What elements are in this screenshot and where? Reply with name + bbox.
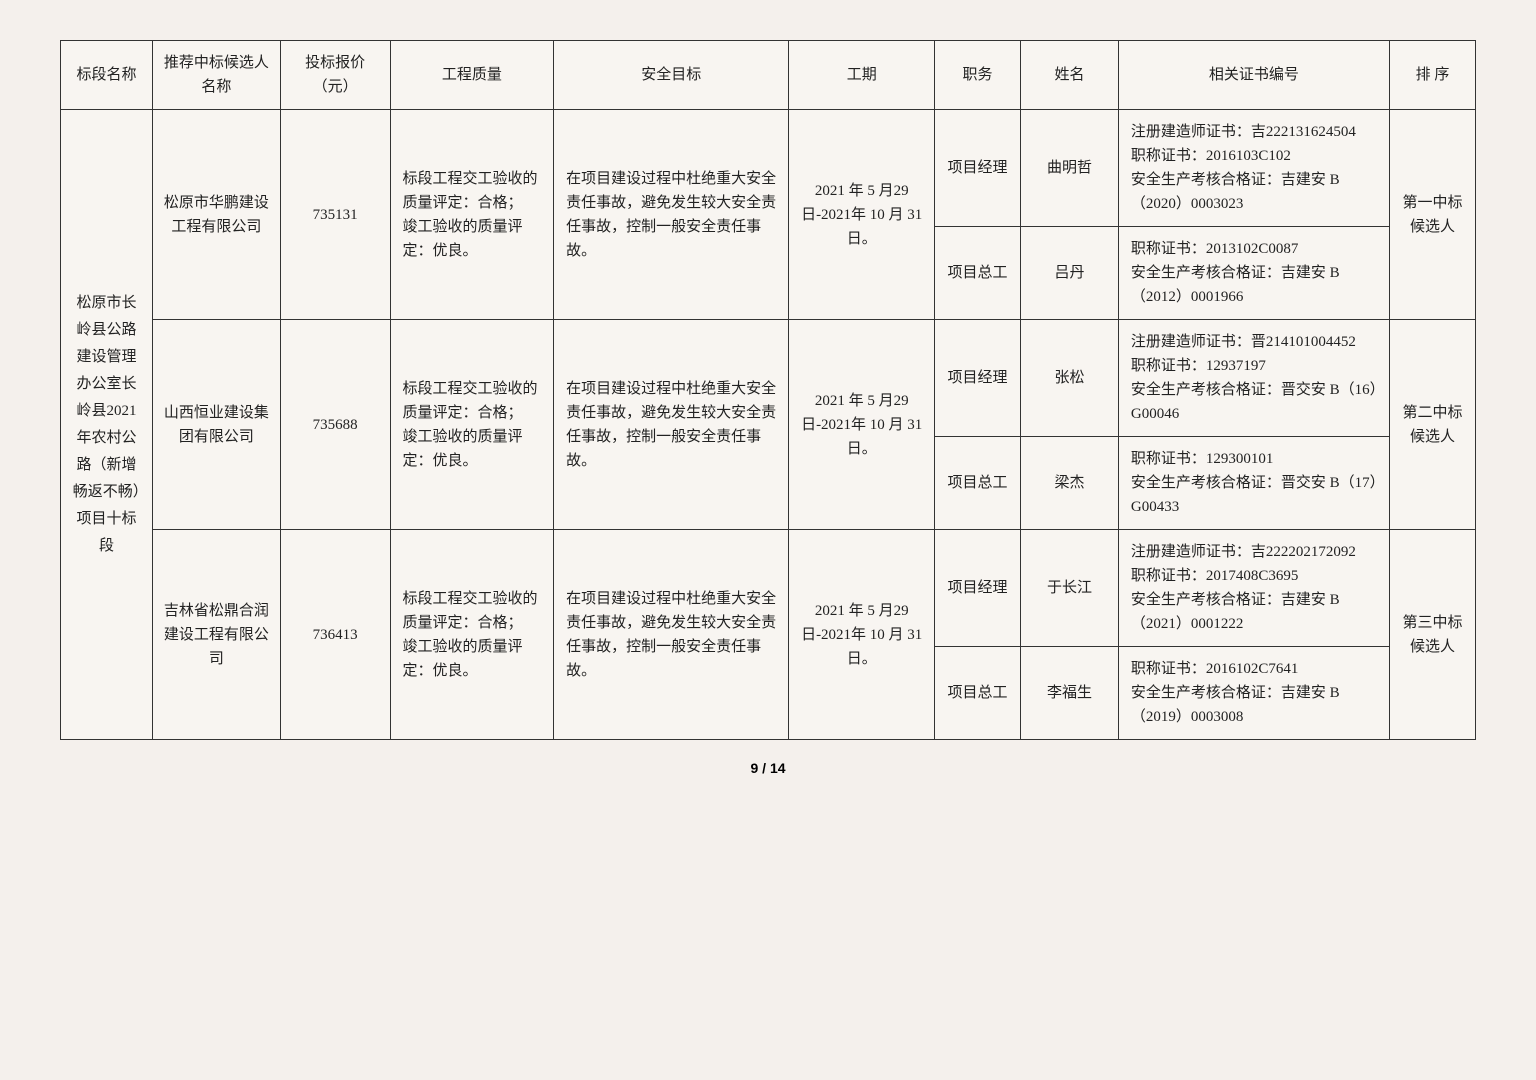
bid-price: 736413 — [280, 530, 390, 740]
bid-price: 735131 — [280, 110, 390, 320]
cert-text: 职称证书：2016102C7641安全生产考核合格证：吉建安 B（2019）00… — [1118, 647, 1389, 740]
cert-text: 注册建造师证书：吉222202172092职称证书：2017408C3695安全… — [1118, 530, 1389, 647]
duty-text: 项目经理 — [935, 110, 1021, 227]
rank-text: 第二中标候选人 — [1389, 320, 1475, 530]
person-name: 于长江 — [1021, 530, 1119, 647]
section-name: 松原市长岭县公路建设管理办公室长岭县2021年农村公路（新增畅返不畅）项目十标段 — [61, 110, 153, 740]
cert-text: 职称证书：129300101安全生产考核合格证：晋交安 B（17）G00433 — [1118, 437, 1389, 530]
quality-text: 标段工程交工验收的质量评定：合格；竣工验收的质量评定：优良。 — [390, 110, 554, 320]
safety-text: 在项目建设过程中杜绝重大安全责任事故，避免发生较大安全责任事故，控制一般安全责任… — [554, 320, 789, 530]
person-name: 李福生 — [1021, 647, 1119, 740]
duty-text: 项目总工 — [935, 437, 1021, 530]
person-name: 曲明哲 — [1021, 110, 1119, 227]
person-name: 吕丹 — [1021, 227, 1119, 320]
table-row: 山西恒业建设集团有限公司 735688 标段工程交工验收的质量评定：合格；竣工验… — [61, 320, 1476, 437]
cert-text: 职称证书：2013102C0087安全生产考核合格证：吉建安 B（2012）00… — [1118, 227, 1389, 320]
bid-price: 735688 — [280, 320, 390, 530]
hdr-bidder: 推荐中标候选人名称 — [152, 41, 280, 110]
duty-text: 项目经理 — [935, 320, 1021, 437]
hdr-price: 投标报价（元） — [280, 41, 390, 110]
table-row: 松原市长岭县公路建设管理办公室长岭县2021年农村公路（新增畅返不畅）项目十标段… — [61, 110, 1476, 227]
hdr-safety: 安全目标 — [554, 41, 789, 110]
period-text: 2021 年 5 月29 日-2021年 10 月 31日。 — [789, 320, 935, 530]
safety-text: 在项目建设过程中杜绝重大安全责任事故，避免发生较大安全责任事故，控制一般安全责任… — [554, 110, 789, 320]
hdr-name: 姓名 — [1021, 41, 1119, 110]
hdr-rank: 排 序 — [1389, 41, 1475, 110]
duty-text: 项目经理 — [935, 530, 1021, 647]
hdr-duty: 职务 — [935, 41, 1021, 110]
table-row: 吉林省松鼎合润建设工程有限公司 736413 标段工程交工验收的质量评定：合格；… — [61, 530, 1476, 647]
person-name: 梁杰 — [1021, 437, 1119, 530]
hdr-section: 标段名称 — [61, 41, 153, 110]
bidder-name: 松原市华鹏建设工程有限公司 — [152, 110, 280, 320]
page-number: 9 / 14 — [60, 760, 1476, 776]
hdr-cert: 相关证书编号 — [1118, 41, 1389, 110]
hdr-period: 工期 — [789, 41, 935, 110]
bid-table: 标段名称 推荐中标候选人名称 投标报价（元） 工程质量 安全目标 工期 职务 姓… — [60, 40, 1476, 740]
hdr-quality: 工程质量 — [390, 41, 554, 110]
person-name: 张松 — [1021, 320, 1119, 437]
quality-text: 标段工程交工验收的质量评定：合格；竣工验收的质量评定：优良。 — [390, 530, 554, 740]
cert-text: 注册建造师证书：吉222131624504职称证书：2016103C102安全生… — [1118, 110, 1389, 227]
header-row: 标段名称 推荐中标候选人名称 投标报价（元） 工程质量 安全目标 工期 职务 姓… — [61, 41, 1476, 110]
duty-text: 项目总工 — [935, 647, 1021, 740]
bidder-name: 吉林省松鼎合润建设工程有限公司 — [152, 530, 280, 740]
period-text: 2021 年 5 月29 日-2021年 10 月 31日。 — [789, 110, 935, 320]
safety-text: 在项目建设过程中杜绝重大安全责任事故，避免发生较大安全责任事故，控制一般安全责任… — [554, 530, 789, 740]
quality-text: 标段工程交工验收的质量评定：合格；竣工验收的质量评定：优良。 — [390, 320, 554, 530]
rank-text: 第一中标候选人 — [1389, 110, 1475, 320]
duty-text: 项目总工 — [935, 227, 1021, 320]
period-text: 2021 年 5 月29 日-2021年 10 月 31日。 — [789, 530, 935, 740]
cert-text: 注册建造师证书：晋214101004452职称证书：12937197安全生产考核… — [1118, 320, 1389, 437]
rank-text: 第三中标候选人 — [1389, 530, 1475, 740]
bidder-name: 山西恒业建设集团有限公司 — [152, 320, 280, 530]
